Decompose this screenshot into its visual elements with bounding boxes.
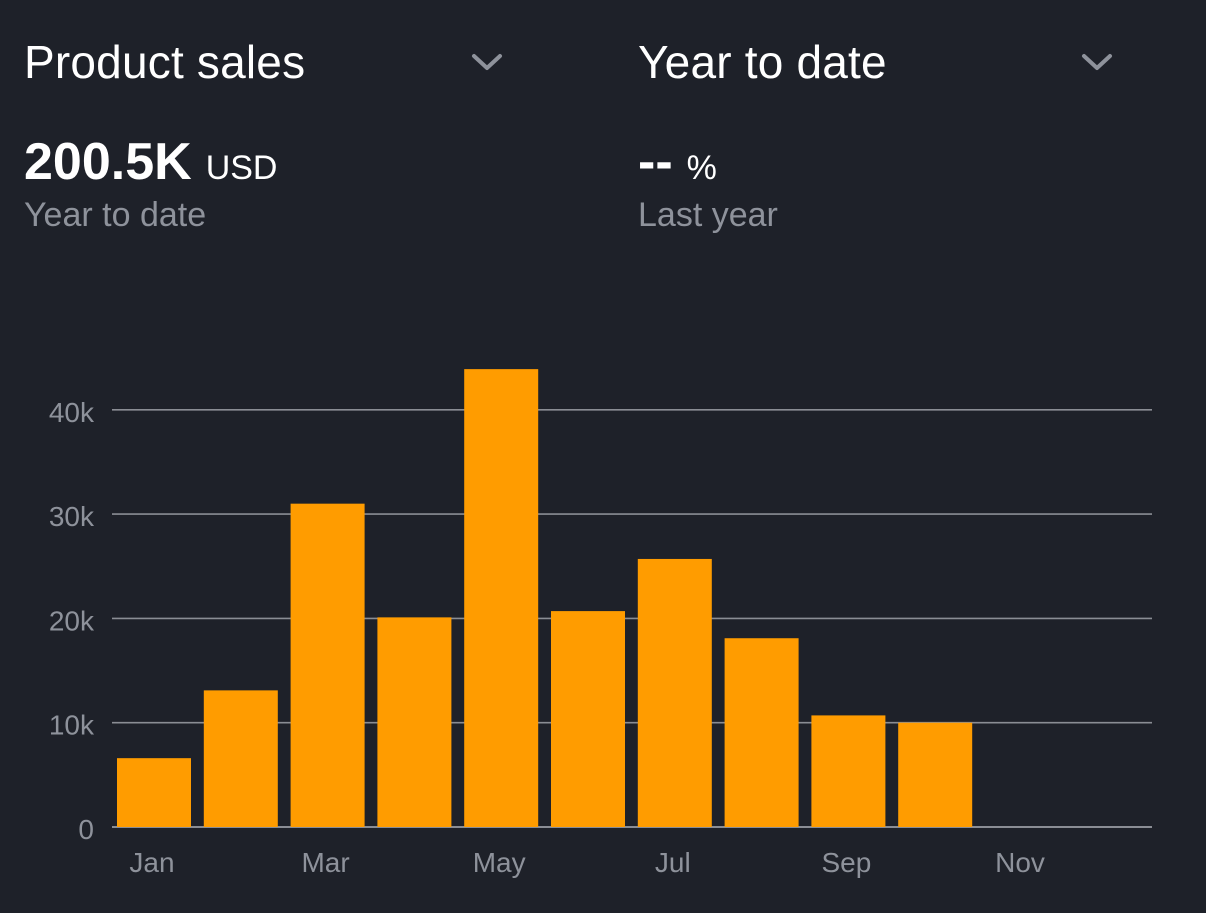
total-sales-unit: USD bbox=[205, 149, 278, 187]
y-tick-label: 30k bbox=[49, 501, 95, 532]
change-value: -- bbox=[638, 133, 673, 191]
bar-aug bbox=[724, 638, 799, 827]
bar-mar bbox=[290, 503, 365, 827]
x-tick-label: Sep bbox=[821, 847, 871, 878]
total-sales-stat: 200.5K USD Year to date bbox=[24, 132, 277, 235]
change-stat: -- % Last year bbox=[638, 132, 778, 235]
bar-may bbox=[464, 369, 539, 827]
y-tick-label: 10k bbox=[49, 710, 95, 741]
bar-oct bbox=[898, 722, 973, 827]
x-tick-label: Nov bbox=[995, 847, 1045, 878]
period-selector-label: Year to date bbox=[638, 36, 887, 88]
metric-selector-dropdown[interactable]: Product sales bbox=[24, 30, 504, 94]
total-sales-value: 200.5K bbox=[24, 133, 192, 191]
x-tick-label: Jan bbox=[129, 847, 174, 878]
y-tick-label: 0 bbox=[78, 814, 94, 845]
bar-jun bbox=[551, 611, 625, 827]
metric-selector-label: Product sales bbox=[24, 36, 306, 88]
total-sales-caption: Year to date bbox=[24, 196, 207, 234]
period-selector-dropdown[interactable]: Year to date bbox=[638, 30, 1114, 94]
x-tick-label: Mar bbox=[301, 847, 349, 878]
change-unit: % bbox=[686, 149, 717, 187]
bar-jul bbox=[637, 558, 712, 827]
chevron-down-icon bbox=[470, 45, 504, 79]
bar-apr bbox=[377, 617, 452, 827]
bar-feb bbox=[203, 690, 278, 827]
y-tick-label: 40k bbox=[49, 397, 95, 428]
bar-sep bbox=[811, 715, 886, 827]
x-tick-label: Jul bbox=[655, 847, 691, 878]
x-tick-label: May bbox=[473, 847, 526, 878]
y-tick-label: 20k bbox=[49, 605, 95, 636]
bar-jan bbox=[117, 758, 191, 827]
chevron-down-icon bbox=[1080, 45, 1114, 79]
change-caption: Last year bbox=[638, 196, 778, 234]
